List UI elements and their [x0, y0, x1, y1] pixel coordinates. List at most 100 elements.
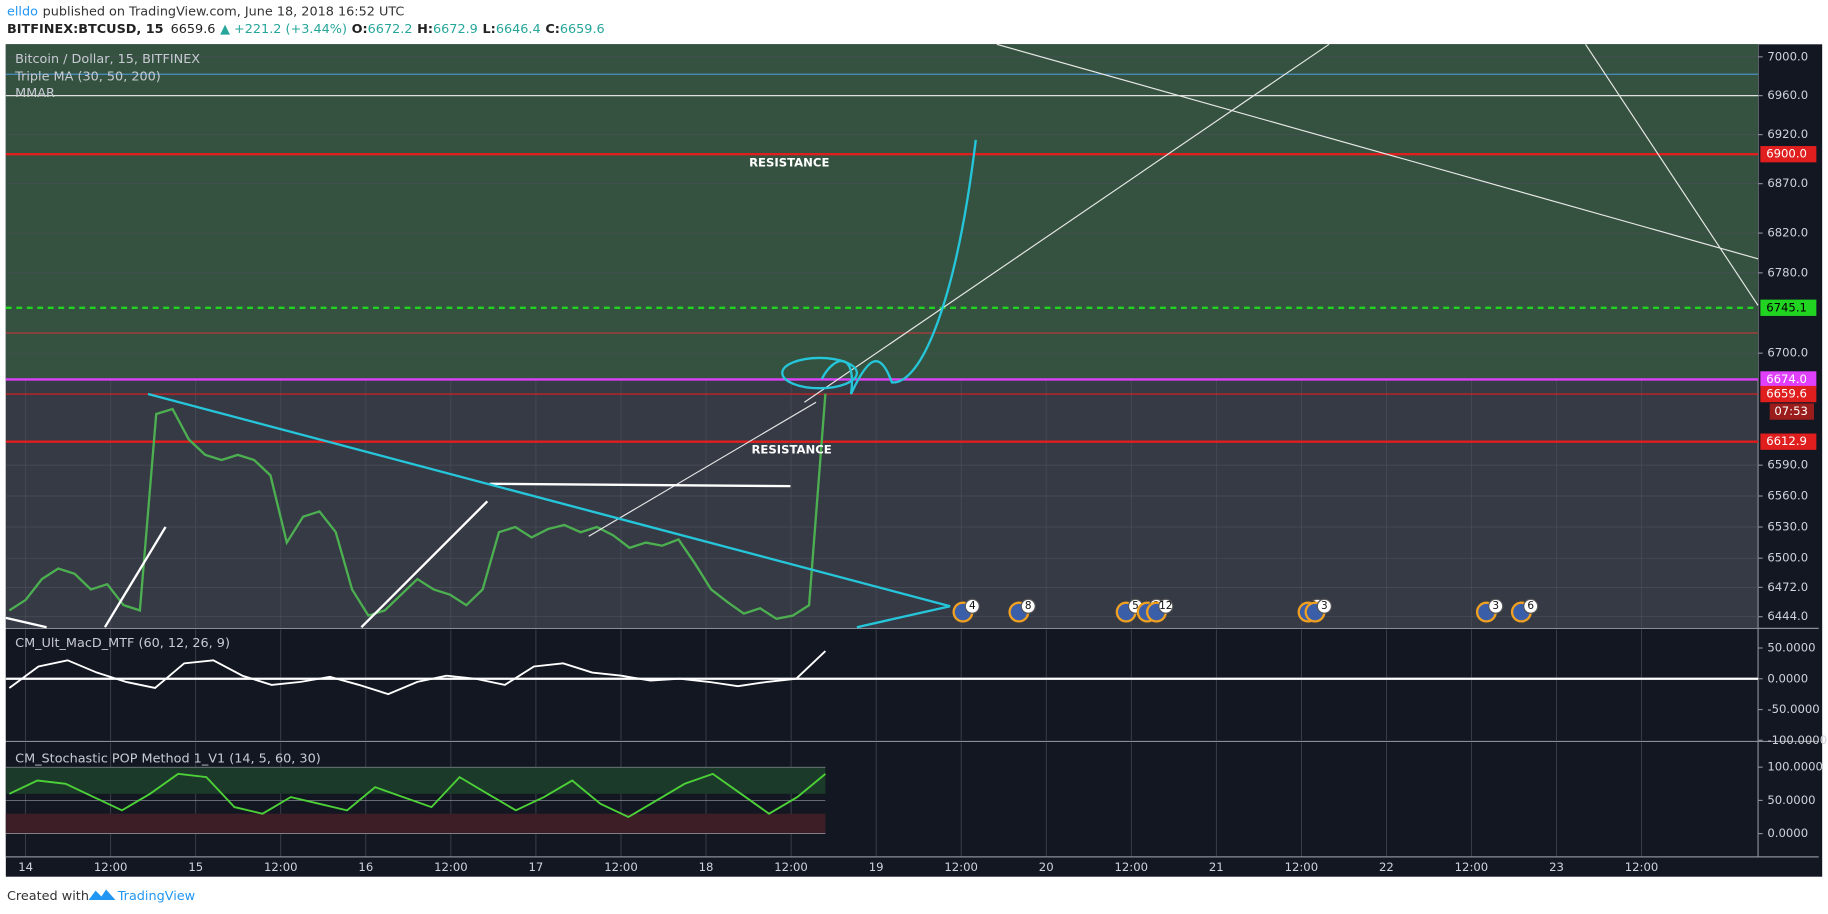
- y-tick-label: 6780.0: [1767, 265, 1808, 279]
- y-tick-label: 6590.0: [1767, 458, 1808, 472]
- legend-entry: MMAR: [15, 86, 55, 101]
- event-count: 5: [1132, 600, 1139, 612]
- band: [5, 813, 826, 834]
- ohlc-value: 6672.9: [433, 22, 478, 37]
- y-tick-label: -100.0000: [1767, 733, 1827, 747]
- pane-title: Bitcoin / Dollar, 15, BITFINEX: [15, 52, 200, 67]
- x-tick-label: 15: [188, 860, 203, 874]
- trend-line: [1585, 43, 1759, 306]
- circle-mark: [781, 356, 859, 390]
- x-tick-label: 17: [529, 860, 544, 874]
- countdown: 07:53: [1774, 404, 1808, 418]
- price-tag: [1760, 299, 1817, 316]
- price-tag-label: 6900.0: [1766, 147, 1807, 161]
- ohlc-value: 6659.6: [560, 22, 605, 37]
- ohlc-label: L:: [483, 22, 496, 37]
- event-count: 8: [1025, 600, 1032, 612]
- x-tick-label: 16: [358, 860, 373, 874]
- event-badge: [1523, 598, 1539, 614]
- indicator-pane: [5, 629, 1759, 741]
- author[interactable]: elldo: [7, 4, 38, 19]
- symbol-line: BITFINEX:BTCUSD, 15 6659.6 ▲ +221.2 (+3.44…: [7, 22, 605, 37]
- price-tag: [1760, 385, 1817, 403]
- y-tick-label: 6960.0: [1767, 88, 1808, 102]
- x-tick-label: 22: [1379, 860, 1394, 874]
- x-tick-label: 12:00: [1625, 860, 1659, 874]
- trend-line: [804, 43, 1330, 403]
- x-tick-label: 12:00: [264, 860, 298, 874]
- event-count: 3: [1492, 600, 1499, 612]
- ohlc-value: 6672.2: [368, 22, 413, 37]
- event-badge: [1158, 598, 1174, 614]
- trend-line: [360, 500, 489, 629]
- pane-title: CM_Stochastic POP Method 1_V1 (14, 5, 60…: [15, 751, 321, 766]
- y-tick-label: 50.0000: [1767, 640, 1815, 654]
- y-tick-label: 6870.0: [1767, 176, 1808, 190]
- ohlc-value: 6646.4: [496, 22, 541, 37]
- last: 6659.6: [171, 22, 216, 37]
- countdown-tag: [1769, 403, 1815, 420]
- x-tick-label: 12:00: [1285, 860, 1319, 874]
- x-tick-label: 21: [1209, 860, 1224, 874]
- header-line: elldo published on TradingView.com, June …: [7, 4, 404, 19]
- drawings: RESISTANCE RESISTANCE: [5, 43, 1759, 629]
- x-tick-label: 23: [1549, 860, 1564, 874]
- trend-line: [5, 616, 47, 629]
- ohlc-label: C:: [545, 22, 560, 37]
- x-tick-label: 18: [699, 860, 714, 874]
- y-tick-label: -50.0000: [1767, 702, 1819, 716]
- trend-line: [489, 482, 791, 488]
- y-tick-label: 6530.0: [1767, 520, 1808, 534]
- band: [5, 767, 826, 794]
- price-tag-label: 6612.9: [1766, 434, 1807, 448]
- published: published on TradingView.com, June 18, 2…: [43, 4, 405, 19]
- series-line: [8, 393, 827, 621]
- ohlc-label: H:: [417, 22, 433, 37]
- x-tick-label: 20: [1039, 860, 1054, 874]
- change: ▲ +221.2 (+3.44%): [220, 22, 347, 37]
- x-tick-label: 12:00: [1455, 860, 1489, 874]
- event-badge: [1316, 598, 1332, 614]
- legend-entry: Triple MA (30, 50, 200): [14, 69, 161, 84]
- trend-line: [588, 401, 817, 537]
- pane-title: CM_Ult_MacD_MTF (60, 12, 26, 9): [15, 636, 230, 651]
- event-badge: [1488, 598, 1504, 614]
- price-tag: [1760, 146, 1817, 163]
- y-tick-label: 6920.0: [1767, 127, 1808, 141]
- x-tick-label: 12:00: [94, 860, 128, 874]
- annotation: RESISTANCE: [749, 156, 829, 170]
- y-tick-label: 6820.0: [1767, 226, 1808, 240]
- event-badge: [964, 598, 980, 614]
- y-tick-label: 6444.0: [1767, 609, 1808, 623]
- event-badge: [1020, 598, 1036, 614]
- y-tick-label: 100.0000: [1767, 760, 1823, 774]
- footer-text: Created with: [7, 889, 89, 904]
- series-line: [8, 650, 827, 696]
- y-tick-label: 6500.0: [1767, 551, 1808, 565]
- footer-brand[interactable]: TradingView: [117, 889, 195, 904]
- chart-layer: 14 12:00 15 12:00 16 12:00 17 12:00 18 12:00 19 12:…: [5, 44, 1827, 874]
- y-tick-label: 6472.0: [1767, 580, 1808, 594]
- x-tick-label: 12:00: [1114, 860, 1148, 874]
- y-tick-label: 6560.0: [1767, 489, 1808, 503]
- trend-line: [103, 526, 167, 628]
- x-tick-label: 19: [869, 860, 884, 874]
- x-tick-label: 12:00: [774, 860, 808, 874]
- symbol: BITFINEX:BTCUSD, 15: [7, 22, 164, 37]
- event-count: 3: [1321, 600, 1328, 612]
- indicator-pane: [5, 742, 1759, 857]
- price-tag: [1760, 433, 1817, 450]
- y-tick-label: 50.0000: [1767, 793, 1815, 807]
- trend-line: [996, 43, 1759, 260]
- event-count: 4: [969, 600, 976, 612]
- triangle-line: [147, 392, 951, 608]
- x-tick-label: 12:00: [604, 860, 638, 874]
- price-tag: [1760, 371, 1817, 388]
- projection-curve: [820, 139, 977, 395]
- event-count: 12: [1159, 600, 1172, 612]
- triangle-line: [856, 605, 951, 629]
- y-tick-label: 0.0000: [1767, 826, 1808, 840]
- x-tick-label: 14: [18, 860, 33, 874]
